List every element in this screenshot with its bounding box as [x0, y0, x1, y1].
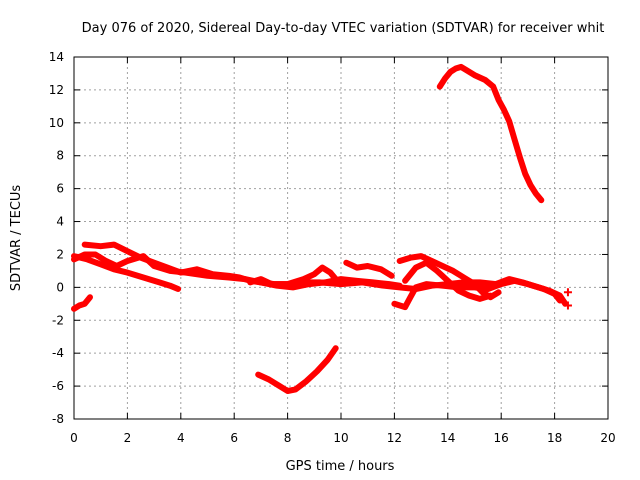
y-tick-label: 8	[56, 149, 64, 163]
axis-ticks: 0 2 4 6 8 10 12 14 16 18 20 -8 -6 -4 -2 0 2 4 6 8 10 12 14	[49, 50, 616, 445]
series-track-11	[436, 63, 545, 204]
x-tick-label: 12	[387, 431, 402, 445]
y-tick-label: 4	[56, 215, 64, 229]
x-tick-label: 20	[600, 431, 615, 445]
y-tick-label: 6	[56, 182, 64, 196]
y-tick-label: 0	[56, 280, 64, 294]
y-tick-label: 2	[56, 247, 64, 261]
x-axis-label: GPS time / hours	[286, 459, 395, 474]
series-track-9	[402, 259, 494, 302]
y-tick-label: -6	[52, 379, 64, 393]
series-track-5	[247, 264, 339, 288]
series-track-4	[81, 241, 403, 291]
y-axis-label: SDTVAR / TECUs	[9, 185, 24, 292]
grid	[74, 57, 608, 419]
marker-2	[563, 301, 572, 310]
series-track-2	[71, 253, 182, 292]
series-track-1	[71, 294, 93, 312]
chart-title: Day 076 of 2020, Sidereal Day-to-day VTE…	[82, 21, 605, 36]
x-tick-label: 10	[333, 431, 348, 445]
y-tick-label: -8	[52, 412, 64, 426]
series-track-6	[343, 259, 395, 279]
y-tick-label: -2	[52, 313, 64, 327]
x-tick-label: 2	[124, 431, 132, 445]
x-tick-label: 6	[230, 431, 238, 445]
series-track-10	[255, 345, 339, 394]
x-tick-label: 4	[177, 431, 185, 445]
y-tick-label: -4	[52, 346, 64, 360]
y-tick-label: 10	[49, 116, 64, 130]
y-tick-label: 14	[49, 50, 64, 64]
x-tick-label: 14	[440, 431, 455, 445]
x-tick-label: 16	[494, 431, 509, 445]
series-layer	[71, 63, 572, 394]
x-tick-label: 0	[70, 431, 78, 445]
series-track-8	[396, 253, 502, 301]
x-tick-label: 8	[284, 431, 292, 445]
x-tick-label: 18	[547, 431, 562, 445]
marker-1	[563, 288, 572, 297]
y-tick-label: 12	[49, 83, 64, 97]
